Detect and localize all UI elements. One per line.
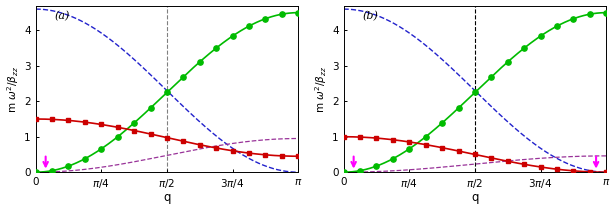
Text: (b): (b) (362, 10, 378, 21)
X-axis label: q: q (471, 192, 479, 205)
Text: (a): (a) (54, 10, 70, 21)
X-axis label: q: q (163, 192, 171, 205)
Y-axis label: m $\omega^2/\beta_{zz}$: m $\omega^2/\beta_{zz}$ (6, 65, 22, 113)
Y-axis label: m $\omega^2/\beta_{zz}$: m $\omega^2/\beta_{zz}$ (314, 65, 330, 113)
